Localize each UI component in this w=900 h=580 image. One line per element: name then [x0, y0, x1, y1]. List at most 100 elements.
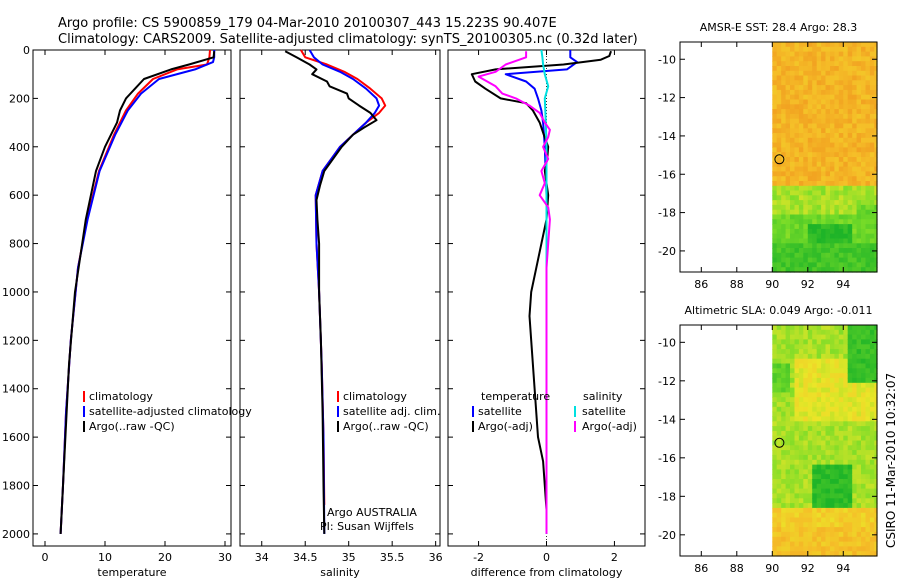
sla-map-cell: [772, 546, 778, 552]
sst-map-cell: [776, 94, 782, 101]
sla-map-cell: [838, 426, 844, 432]
sst-map-cell: [852, 147, 858, 153]
sla-map-xtick-label: 92: [801, 562, 815, 575]
sst-map-cell: [865, 243, 871, 249]
sst-map-cell: [803, 128, 809, 134]
temperature-legend-label-0: climatology: [89, 390, 153, 403]
sst-map-cell: [838, 214, 844, 220]
sst-map-cell: [830, 113, 835, 120]
sst-map-cell: [852, 61, 858, 67]
sst-map-cell: [776, 85, 782, 91]
sla-map-cell: [772, 344, 778, 350]
sla-map-cell: [869, 474, 875, 480]
sst-map-cell: [856, 133, 862, 139]
sst-map-cell: [807, 61, 813, 67]
sst-map-cell: [838, 147, 844, 153]
sst-map-cell: [861, 118, 866, 125]
sst-map-cell: [847, 85, 853, 91]
sst-map-cell: [869, 152, 875, 158]
sla-map-cell: [794, 325, 800, 331]
sla-map-cell: [821, 507, 827, 514]
sst-map-cell: [821, 248, 827, 254]
sla-map-cell: [834, 551, 840, 557]
sla-map-cell: [821, 536, 827, 543]
sst-map-cell: [861, 142, 866, 148]
sla-map-cell: [861, 479, 866, 485]
sla-map-cell: [816, 339, 822, 345]
sst-map-cell: [803, 42, 809, 48]
sla-map-cell: [798, 440, 804, 446]
sst-map-cell: [803, 75, 809, 81]
sla-map-cell: [852, 488, 858, 494]
sla-map-cell: [794, 368, 800, 374]
sst-map-cell: [869, 128, 875, 134]
sla-map-cell: [874, 382, 878, 389]
salinity-panel: 34 34.5 35 35.5 36salinityclimatologysatelli…: [239, 49, 443, 579]
sst-map-cell: [852, 166, 858, 172]
sla-map-cell: [803, 368, 809, 374]
sst-map-cell: [856, 89, 862, 96]
sst-map-cell: [794, 166, 800, 172]
sla-map-cell: [830, 498, 835, 504]
sst-map-cell: [843, 128, 849, 134]
difference-legend-label-4: satellite: [582, 405, 626, 418]
sst-map-cell: [830, 123, 835, 129]
sst-map-cell: [847, 46, 853, 53]
sst-map-cell: [816, 85, 822, 91]
sst-map-cell: [865, 262, 871, 268]
sla-map-cell: [869, 349, 875, 355]
sst-map-cell: [821, 85, 827, 91]
sla-map-cell: [816, 512, 822, 519]
sst-map-cell: [812, 233, 818, 240]
sst-map-cell: [772, 123, 778, 129]
sla-map-cell: [847, 426, 853, 432]
sst-map-cell: [852, 109, 858, 115]
sst-map-cell: [807, 104, 813, 110]
sla-map-cell: [812, 397, 818, 403]
sla-map-cell: [861, 459, 866, 466]
sla-map-cell: [856, 503, 862, 509]
sst-map-cell: [812, 137, 818, 144]
sst-map-cell: [838, 233, 844, 240]
sla-map-cell: [825, 459, 831, 466]
sla-map-cell: [861, 450, 866, 456]
sst-map-cell: [785, 80, 791, 86]
sst-map-cell: [830, 99, 835, 105]
sla-map-cell: [843, 435, 849, 442]
sla-map-cell: [794, 459, 800, 466]
sla-map-cell: [794, 363, 800, 369]
sst-map-cell: [865, 157, 871, 163]
sla-map-cell: [830, 329, 835, 336]
sla-map-cell: [852, 344, 858, 350]
sla-map-cell: [816, 329, 822, 336]
sst-map-cell: [856, 204, 862, 211]
sst-map-cell: [798, 123, 804, 129]
sla-map-cell: [781, 512, 787, 519]
sla-map-cell: [794, 474, 800, 480]
sst-map-cell: [794, 147, 800, 153]
sla-map-cell: [807, 373, 813, 379]
sla-map-cell: [816, 421, 822, 427]
sst-map-cell: [856, 99, 862, 105]
sla-map-cell: [821, 353, 827, 360]
sla-map-cell: [776, 416, 782, 422]
sst-map-cell: [781, 147, 787, 153]
sst-map-cell: [803, 228, 809, 235]
sla-map-cell: [847, 411, 853, 417]
sst-map-cell: [874, 257, 878, 263]
sst-map-cell: [869, 238, 875, 244]
sla-map-cell: [781, 358, 787, 365]
sst-map-cell: [821, 204, 827, 211]
sla-map-cell: [781, 493, 787, 499]
sst-map-cell: [856, 123, 862, 129]
sla-map-cell: [865, 421, 871, 427]
sla-map-cell: [852, 474, 858, 480]
sst-map-cell: [821, 99, 827, 105]
sst-map-cell: [772, 85, 778, 91]
sst-map-cell: [812, 46, 818, 53]
sst-map-cell: [803, 214, 809, 220]
sst-map-cell: [825, 171, 831, 177]
sla-map-cell: [834, 430, 840, 437]
salinity-legend-label-1: satellite adj. clim.: [343, 405, 440, 418]
